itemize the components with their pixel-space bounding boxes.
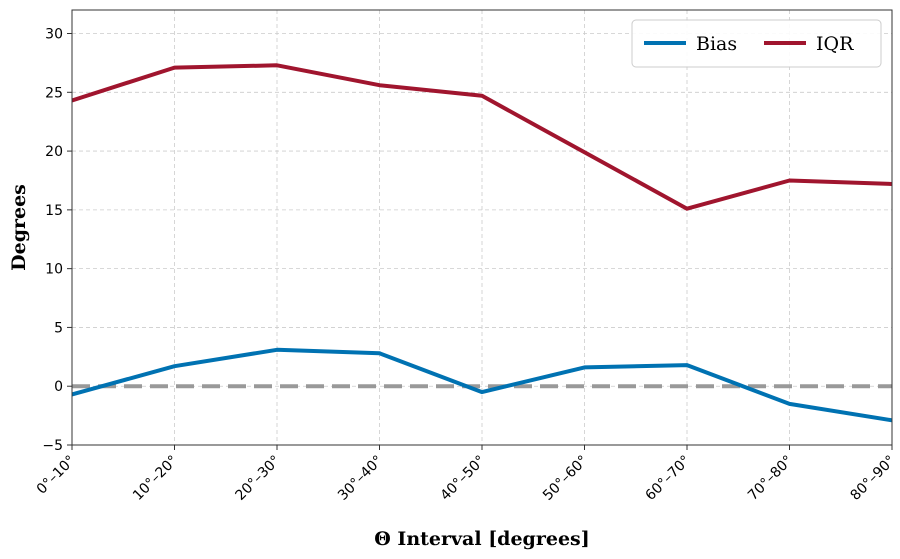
x-tick-label: 0°–10° — [34, 453, 79, 498]
y-axis-ticks: −5 0 5 10 15 20 25 30 — [42, 27, 72, 454]
x-axis-label: Θ Interval [degrees] — [374, 528, 589, 550]
y-axis-label: Degrees — [8, 184, 30, 271]
x-tick-label: 40°–50° — [437, 453, 488, 504]
legend-label: Bias — [696, 33, 737, 55]
x-tick-label: 70°–80° — [745, 453, 796, 504]
legend-label: IQR — [816, 33, 854, 55]
y-tick-label: 0 — [54, 379, 63, 395]
x-tick-label: 60°–70° — [642, 453, 693, 504]
legend: Bias IQR — [631, 19, 882, 68]
legend-box — [631, 19, 882, 68]
x-tick-label: 20°–30° — [232, 453, 283, 504]
series-lines — [71, 63, 893, 423]
x-tick-label: 80°–90° — [847, 453, 898, 504]
y-tick-label: 30 — [45, 27, 63, 43]
x-tick-label: 50°–60° — [540, 453, 591, 504]
y-tick-label: 10 — [45, 262, 63, 278]
grid — [71, 10, 893, 446]
y-tick-label: 20 — [45, 144, 63, 160]
y-tick-label: 15 — [45, 203, 63, 219]
y-tick-label: −5 — [42, 438, 63, 454]
y-tick-label: 5 — [54, 320, 63, 336]
y-tick-label: 25 — [45, 85, 63, 101]
x-axis-ticks: 0°–10° 10°–20° 20°–30° 30°–40° 40°–50° 50°–60… — [34, 445, 899, 504]
x-tick-label: 10°–20° — [130, 453, 181, 504]
x-tick-label: 30°–40° — [335, 453, 386, 504]
